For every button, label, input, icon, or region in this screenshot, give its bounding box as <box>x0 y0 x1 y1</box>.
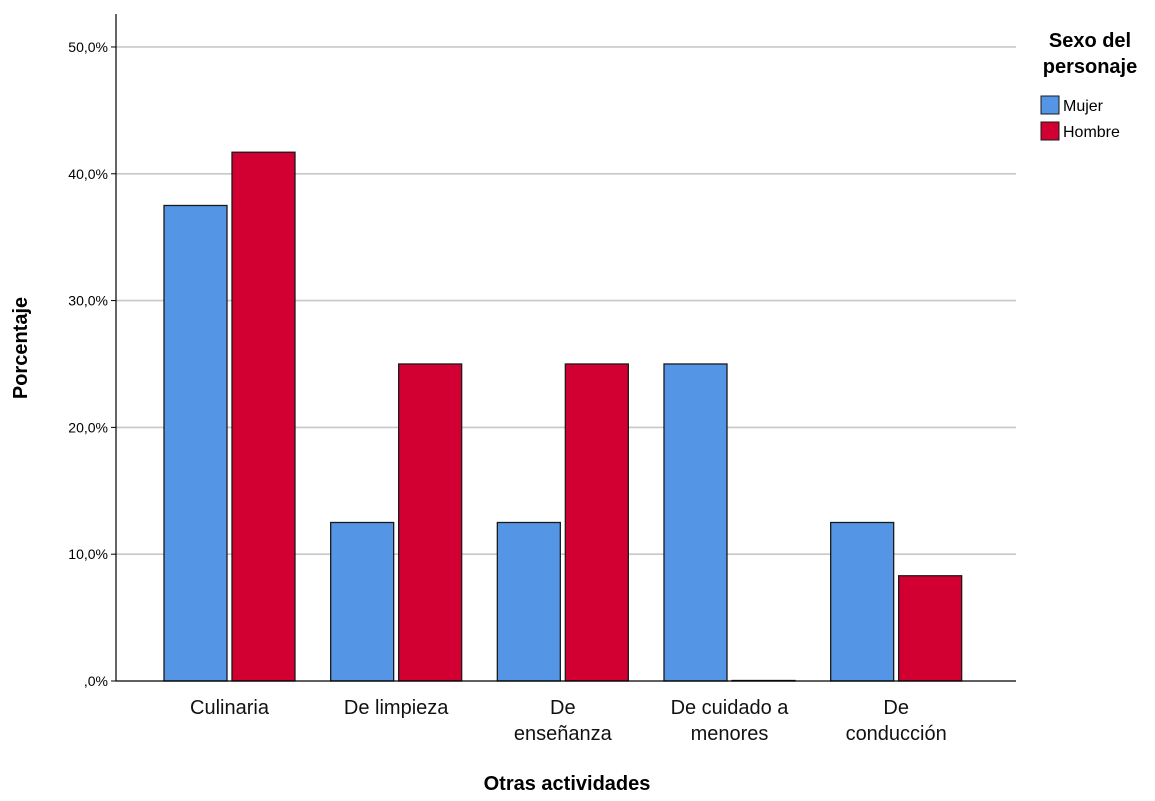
legend-title: Sexo del <box>1049 30 1131 52</box>
x-tick-label: De cuidado a <box>671 697 790 719</box>
y-tick-label: 30,0% <box>68 293 108 309</box>
bar-hombre <box>398 363 463 682</box>
x-tick-label: De <box>550 697 576 719</box>
x-tick-label: Culinaria <box>190 697 270 719</box>
x-tick-label: menores <box>691 723 769 745</box>
legend-title: personaje <box>1043 56 1137 78</box>
y-tick-label: 50,0% <box>68 39 108 55</box>
y-tick-label: ,0% <box>84 673 108 689</box>
x-tick-labels: Culinaria De limpieza De enseñanza De cuidad… <box>190 697 947 745</box>
y-axis-title: Porcentaje <box>10 297 32 399</box>
bar-hombre <box>231 151 296 682</box>
y-tick-label: 40,0% <box>68 166 108 182</box>
y-tick-label: 20,0% <box>68 419 108 435</box>
x-tick-label: enseñanza <box>514 723 613 745</box>
axes <box>111 14 1016 682</box>
legend-label-hombre: Hombre <box>1063 124 1120 141</box>
bar-hombre <box>564 363 629 682</box>
y-tick-label: 10,0% <box>68 546 108 562</box>
bar-mujer <box>830 521 895 682</box>
legend-swatch-mujer <box>1040 95 1060 115</box>
x-tick-label: De limpieza <box>344 697 449 719</box>
bar-mujer <box>330 521 395 682</box>
bar-hombre <box>898 575 963 682</box>
x-axis-title: Otras actividades <box>484 773 651 795</box>
legend-swatch-hombre <box>1040 121 1060 141</box>
bar-mujer <box>163 204 228 682</box>
legend-label-mujer: Mujer <box>1063 98 1104 115</box>
x-tick-label: De <box>883 697 909 719</box>
y-tick-labels: ,0% 10,0% 20,0% 30,0% 40,0% 50,0% <box>68 39 108 689</box>
bars <box>163 151 963 682</box>
x-tick-label: conducción <box>846 723 947 745</box>
legend: Sexo del personaje Mujer Hombre <box>1040 30 1137 141</box>
bar-mujer <box>496 521 561 682</box>
bar-mujer <box>663 363 728 682</box>
